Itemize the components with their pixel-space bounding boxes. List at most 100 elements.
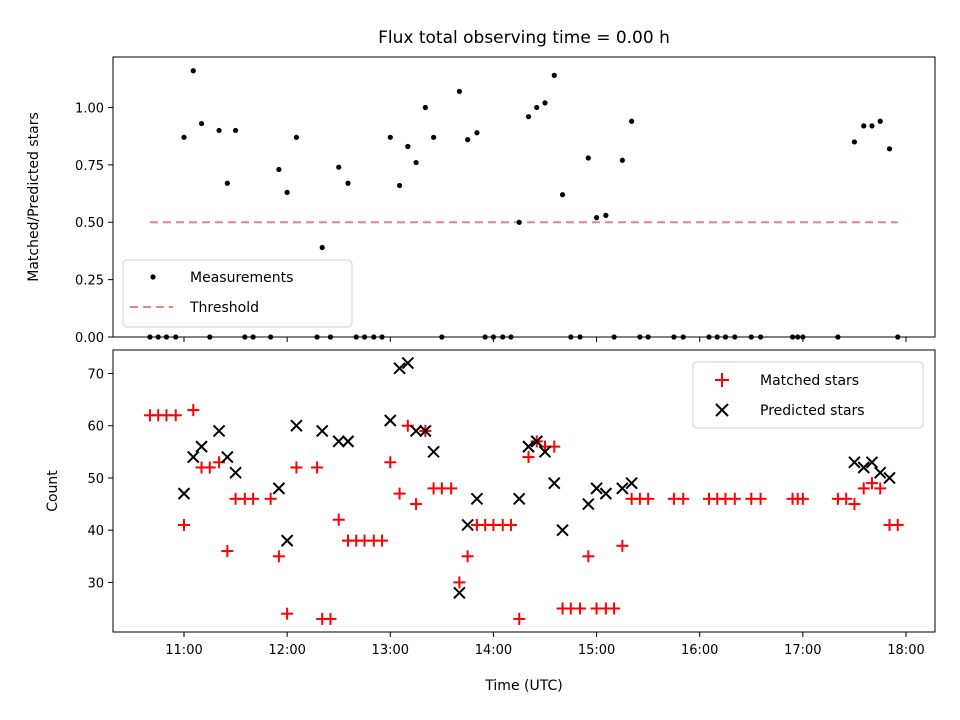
measurement-point (559, 192, 566, 198)
bottom-x-ticks: 11:00 12:00 13:00 14:00 15:00 16:00 17:00 18:00 (165, 632, 925, 658)
measurement-point (508, 334, 514, 340)
predicted-stars-legend-label: Predicted stars (760, 403, 865, 419)
top-panel: 0.00 0.25 0.50 0.75 1.00 Matched/Predicted s… (26, 56, 936, 346)
measurement-point (611, 334, 617, 340)
top-series (147, 68, 901, 340)
matched-star-point (272, 550, 285, 563)
measurement-point (886, 146, 893, 152)
predicted-star-point (419, 424, 432, 438)
matched-star-point (453, 576, 466, 589)
threshold-legend-label: Threshold (189, 300, 259, 316)
measurement-point (795, 334, 801, 340)
measurement-point (706, 334, 712, 340)
measurement-point (155, 334, 161, 340)
predicted-star-point (229, 466, 242, 479)
matched-star-point (221, 545, 234, 558)
x-tick-label: 14:00 (475, 643, 512, 658)
predicted-star-point (848, 456, 861, 469)
predicted-star-point (272, 482, 286, 495)
matched-star-point (513, 612, 526, 625)
matched-stars-legend-label: Matched stars (760, 373, 859, 389)
measurements-legend-marker (150, 274, 156, 280)
matched-star-point (848, 498, 861, 511)
measurement-point (835, 334, 841, 340)
measurement-point (242, 334, 248, 340)
measurement-point (314, 334, 320, 340)
predicted-star-point (332, 435, 345, 448)
measurement-point (413, 159, 419, 166)
predicted-star-point (384, 414, 397, 427)
measurement-point (577, 334, 583, 340)
matched-star-point (616, 539, 629, 552)
measurement-point (895, 334, 901, 340)
matched-star-point (608, 602, 621, 615)
measurement-point (490, 334, 497, 340)
measurement-point (551, 72, 557, 78)
matched-star-point (728, 492, 741, 505)
measurement-point (732, 334, 738, 340)
predicted-star-point (857, 461, 870, 474)
matched-star-point (677, 492, 690, 505)
measurement-point (861, 123, 867, 129)
measurement-point (722, 334, 729, 340)
measurement-point (190, 68, 196, 74)
measurement-point (422, 104, 428, 111)
predicted-star-point (625, 476, 638, 490)
measurement-point (173, 334, 179, 340)
predicted-star-point (212, 424, 226, 438)
measurement-point (637, 334, 643, 340)
measurement-point (877, 118, 883, 124)
matched-star-point (393, 487, 406, 500)
predicted-star-point (548, 476, 561, 490)
bottom-plot-frame (112, 349, 936, 633)
predicted-star-point (470, 492, 484, 506)
x-tick-label: 16:00 (681, 643, 718, 658)
predicted-star-point (409, 424, 423, 438)
predicted-star-point (316, 424, 329, 438)
predicted-star-point (513, 492, 526, 506)
measurement-point (645, 334, 651, 340)
measurement-point (593, 215, 600, 221)
measurement-point (163, 334, 170, 340)
measurement-point (371, 334, 377, 340)
measurement-point (336, 164, 342, 170)
x-tick-label: 18:00 (887, 643, 924, 658)
x-tick-label: 13:00 (372, 643, 409, 658)
y-tick-label: 60 (87, 420, 104, 435)
measurement-point (379, 334, 385, 340)
predicted-star-point (874, 466, 887, 479)
measurement-point (431, 134, 437, 140)
matched-star-point (796, 492, 809, 505)
predicted-star-point (461, 518, 474, 532)
top-legend-box (122, 259, 353, 328)
matched-star-point (281, 607, 294, 620)
matched-star-point (324, 612, 337, 625)
bottom-legend-box (692, 361, 924, 429)
matched-stars-legend-marker (715, 373, 729, 387)
predicted-star-point (453, 586, 466, 600)
chart-title: Flux total observing time = 0.00 h (378, 28, 670, 48)
predicted-star-point (401, 356, 415, 370)
measurement-point (319, 244, 325, 251)
y-tick-label: 0.50 (75, 216, 104, 231)
y-tick-label: 50 (87, 472, 104, 487)
matched-star-point (574, 602, 587, 615)
measurement-point (482, 334, 488, 340)
top-y-axis-label: Matched/Predicted stars (26, 112, 42, 282)
predicted-star-point (865, 456, 879, 469)
measurement-point (284, 189, 290, 196)
matched-star-point (522, 451, 535, 464)
y-tick-label: 30 (87, 576, 104, 591)
predicted-star-point (616, 482, 629, 495)
matched-star-point (332, 513, 345, 526)
measurement-point (439, 334, 445, 340)
bottom-y-ticks: 30 40 50 60 70 (87, 368, 113, 591)
predicted-star-point (599, 487, 613, 500)
measurement-point (585, 155, 591, 161)
bottom-y-axis-label: Count (45, 470, 61, 512)
measurement-point (353, 334, 359, 340)
predicted-star-point (187, 450, 200, 464)
x-tick-label: 11:00 (165, 643, 202, 658)
measurement-point (396, 182, 403, 189)
